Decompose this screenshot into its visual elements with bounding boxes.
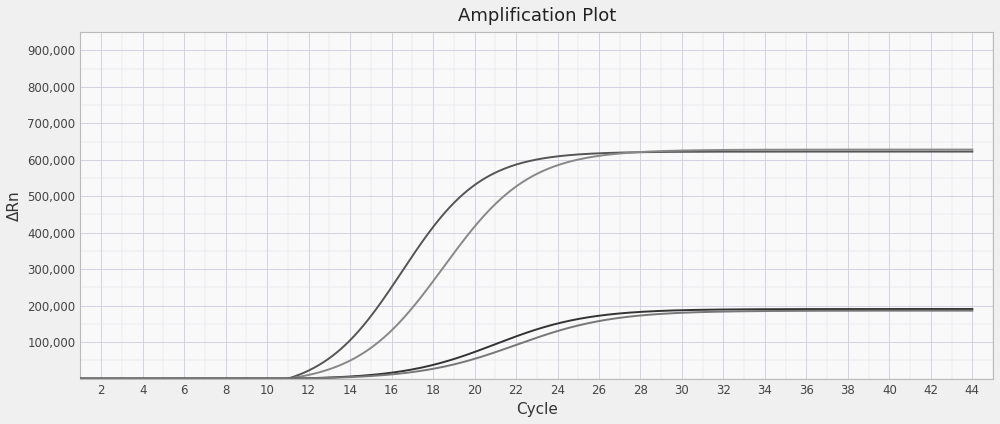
Y-axis label: ΔRn: ΔRn: [7, 190, 22, 220]
X-axis label: Cycle: Cycle: [516, 402, 558, 417]
Title: Amplification Plot: Amplification Plot: [458, 7, 616, 25]
